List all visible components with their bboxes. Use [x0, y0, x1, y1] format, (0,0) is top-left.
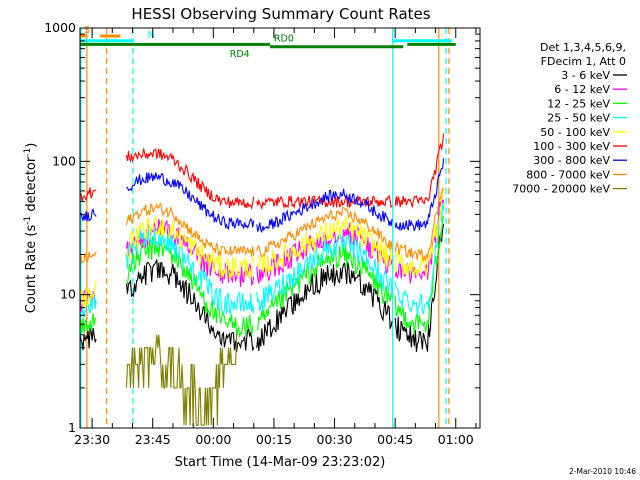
- legend-label: 300 - 800 keV: [533, 154, 610, 167]
- legend-header-line-1: Det 1,3,4,5,6,9,: [540, 41, 626, 54]
- legend-label: 6 - 12 keV: [554, 83, 610, 96]
- plot-frame: [79, 27, 481, 429]
- y-axis: 1 10 100 1000: [44, 20, 480, 435]
- y-tick-label: 10: [60, 287, 76, 302]
- plot-timestamp: 2-Mar-2010 10:46: [569, 467, 636, 476]
- x-tick-label: 00:15: [256, 432, 292, 447]
- status-bar-label: RD4: [230, 49, 250, 60]
- x-axis: 23:30 23:45 00:00 00:15 00:30 00:45 01:00: [74, 28, 477, 447]
- x-tick-label: 23:30: [74, 432, 110, 447]
- chart-title: HESSI Observing Summary Count Rates: [131, 5, 430, 23]
- legend-label: 3 - 6 keV: [561, 69, 610, 82]
- legend-label: 25 - 50 keV: [547, 112, 610, 125]
- x-tick-label: 00:00: [195, 432, 231, 447]
- status-bar-label: S: [84, 25, 90, 36]
- x-tick-label: 00:45: [377, 432, 413, 447]
- series-layer: [79, 133, 445, 426]
- x-axis-title: Start Time (14-Mar-09 23:23:02): [175, 455, 386, 470]
- series-line: [79, 133, 445, 211]
- x-tick-label: 23:45: [135, 432, 171, 447]
- legend-header-line-2: FDecim 1, Att 0: [541, 55, 626, 68]
- series-line: [79, 224, 445, 353]
- legend-label: 7000 - 20000 keV: [512, 183, 610, 196]
- y-tick-label: 1: [68, 420, 76, 435]
- status-bar-label: RD0: [274, 33, 294, 44]
- series-line: [79, 196, 445, 312]
- y-tick-label: 100: [52, 153, 76, 168]
- series-line: [79, 215, 445, 338]
- status-bar-label: N: [147, 30, 154, 41]
- y-axis-title: Count Rate (s-1 detector-1): [23, 143, 39, 314]
- legend-label: 50 - 100 keV: [540, 126, 610, 139]
- series-line: [79, 187, 445, 309]
- series-line: [79, 158, 445, 234]
- legend-label: 800 - 7000 keV: [526, 168, 610, 181]
- legend: Det 1,3,4,5,6,9, FDecim 1, Att 0 3 - 6 k…: [512, 41, 627, 196]
- x-tick-label: 00:30: [317, 432, 353, 447]
- series-line: [79, 187, 445, 265]
- legend-label: 100 - 300 keV: [533, 140, 610, 153]
- legend-label: 12 - 25 keV: [547, 97, 610, 110]
- series-line: [125, 334, 238, 426]
- status-bars: S N RD0 RD4: [80, 25, 456, 60]
- x-tick-label: 01:00: [438, 432, 474, 447]
- y-tick-label: 1000: [44, 20, 76, 35]
